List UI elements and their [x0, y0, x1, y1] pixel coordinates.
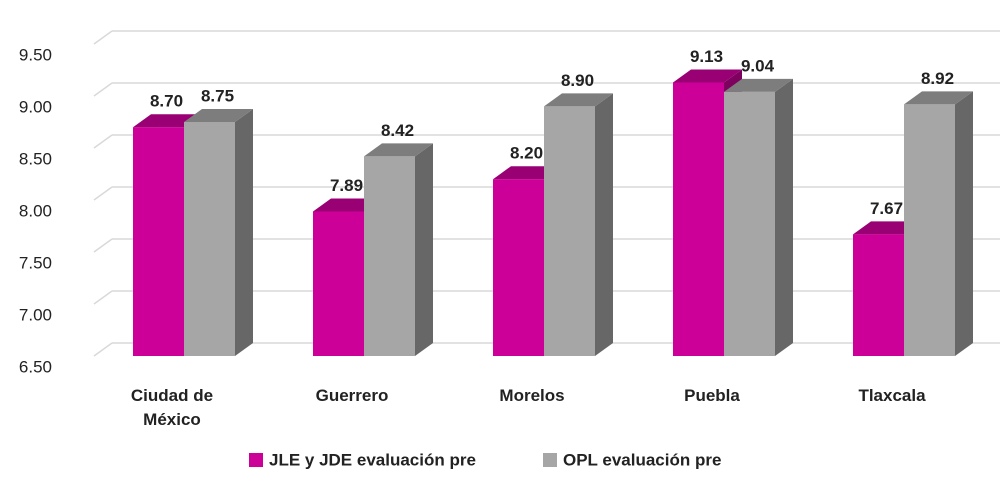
bar-top — [673, 69, 742, 83]
bar-top — [544, 93, 613, 107]
bar — [544, 106, 595, 357]
legend-label: OPL evaluación pre — [563, 450, 721, 469]
bar-top — [904, 91, 973, 105]
bar — [853, 234, 904, 356]
grid-line-depth — [93, 290, 113, 305]
bar — [133, 127, 184, 356]
y-tick-label: 8.50 — [19, 149, 52, 168]
x-tick-label: Tlaxcala — [858, 386, 926, 405]
grid-line-depth — [93, 134, 113, 149]
y-tick-label: 9.50 — [19, 45, 52, 64]
data-label: 8.75 — [201, 86, 234, 105]
grid-line-depth — [93, 30, 113, 45]
data-label: 9.13 — [690, 47, 723, 66]
bar — [904, 104, 955, 356]
bar — [313, 211, 364, 356]
grid-line-depth — [93, 82, 113, 97]
data-label: 8.70 — [150, 92, 183, 111]
grid-line-depth — [93, 186, 113, 201]
x-tick-label: Puebla — [684, 386, 740, 405]
y-tick-label: 8.00 — [19, 201, 52, 220]
bar-side — [415, 143, 433, 356]
bar-side — [235, 109, 253, 356]
data-label: 8.20 — [510, 144, 543, 163]
y-tick-label: 7.00 — [19, 305, 52, 324]
bar — [673, 82, 724, 356]
legend-swatch — [249, 453, 263, 467]
data-label: 9.04 — [741, 56, 775, 75]
bar — [364, 156, 415, 356]
legend-label: JLE y JDE evaluación pre — [269, 450, 476, 469]
bar-top — [724, 78, 793, 92]
x-tick-label: Morelos — [499, 386, 565, 405]
data-label: 8.90 — [561, 71, 594, 90]
data-label: 8.42 — [381, 121, 414, 140]
grid-line-depth — [93, 238, 113, 253]
y-tick-label: 7.50 — [19, 253, 52, 272]
bar-side — [955, 91, 973, 356]
grid-line-depth — [93, 342, 113, 357]
bar-side — [775, 78, 793, 356]
bar — [184, 122, 235, 356]
x-tick-label: Ciudad de México — [130, 386, 214, 429]
bar — [724, 91, 775, 356]
bar-side — [595, 93, 613, 357]
bar — [493, 179, 544, 356]
data-label: 7.89 — [330, 176, 363, 195]
legend-swatch — [543, 453, 557, 467]
y-tick-label: 9.00 — [19, 97, 52, 116]
bar-top — [184, 109, 253, 122]
bar-top — [364, 143, 433, 157]
data-label: 8.92 — [921, 69, 954, 88]
x-tick-label: Guerrero — [315, 386, 389, 405]
y-tick-label: 6.50 — [19, 357, 52, 376]
data-label: 7.67 — [870, 199, 903, 218]
